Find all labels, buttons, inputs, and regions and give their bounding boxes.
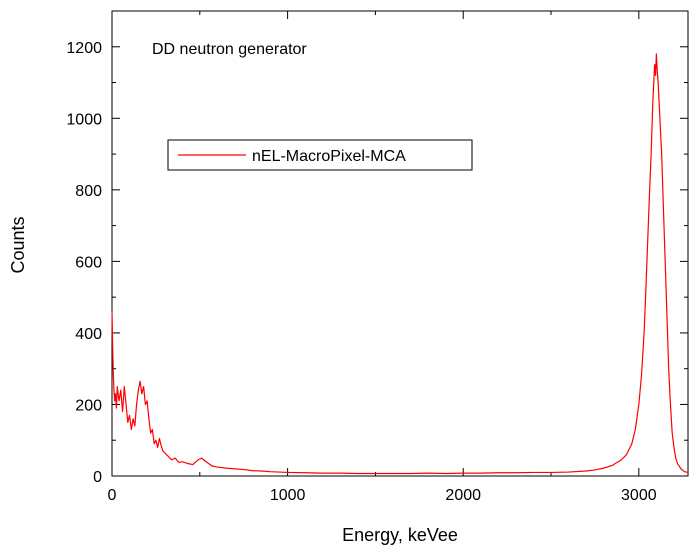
y-axis-label: Counts — [8, 216, 28, 273]
y-tick-label: 800 — [75, 183, 102, 200]
plot-frame — [111, 10, 689, 477]
x-tick-label: 2000 — [445, 487, 481, 504]
y-tick-label: 200 — [75, 397, 102, 414]
y-tick-label: 1000 — [66, 111, 102, 128]
y-tick-label: 400 — [75, 326, 102, 343]
annotation: DD neutron generator — [152, 41, 307, 58]
x-tick-label: 1000 — [270, 487, 306, 504]
x-tick-label: 3000 — [621, 487, 657, 504]
y-tick-label: 0 — [93, 469, 102, 486]
y-tick-label: 600 — [75, 254, 102, 271]
legend-label: nEL-MacroPixel-MCA — [252, 148, 406, 165]
x-tick-label: 0 — [108, 487, 117, 504]
x-axis-label: Energy, keVee — [342, 525, 458, 545]
data-line — [111, 53, 689, 475]
y-tick-label: 1200 — [66, 40, 102, 57]
